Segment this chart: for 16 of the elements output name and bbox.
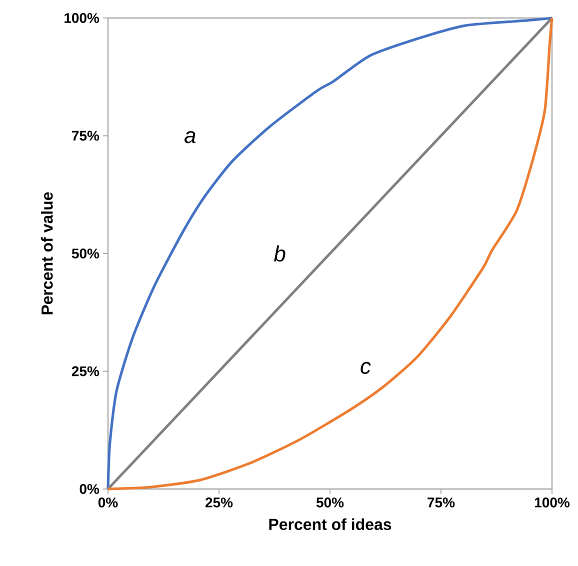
x-axis-title: Percent of ideas: [269, 518, 392, 530]
x-tick-label: 0%: [98, 498, 118, 508]
x-tick-label: 50%: [316, 498, 344, 508]
x-tick-label: 100%: [534, 498, 570, 508]
y-tick-label: 100%: [64, 13, 100, 23]
x-tick-label: 25%: [205, 498, 233, 508]
y-tick-label: 75%: [72, 130, 100, 141]
y-tick-label: 25%: [72, 366, 100, 376]
x-tick-label: 75%: [428, 498, 455, 508]
y-tick-label: 0%: [80, 484, 100, 494]
line-series: [106, 16, 554, 490]
series-label: a: [184, 131, 196, 144]
series-label: b: [274, 245, 286, 262]
series-label: c: [360, 362, 371, 374]
y-tick-label: 50%: [72, 248, 100, 258]
y-axis-title: Percent of value: [41, 192, 53, 314]
